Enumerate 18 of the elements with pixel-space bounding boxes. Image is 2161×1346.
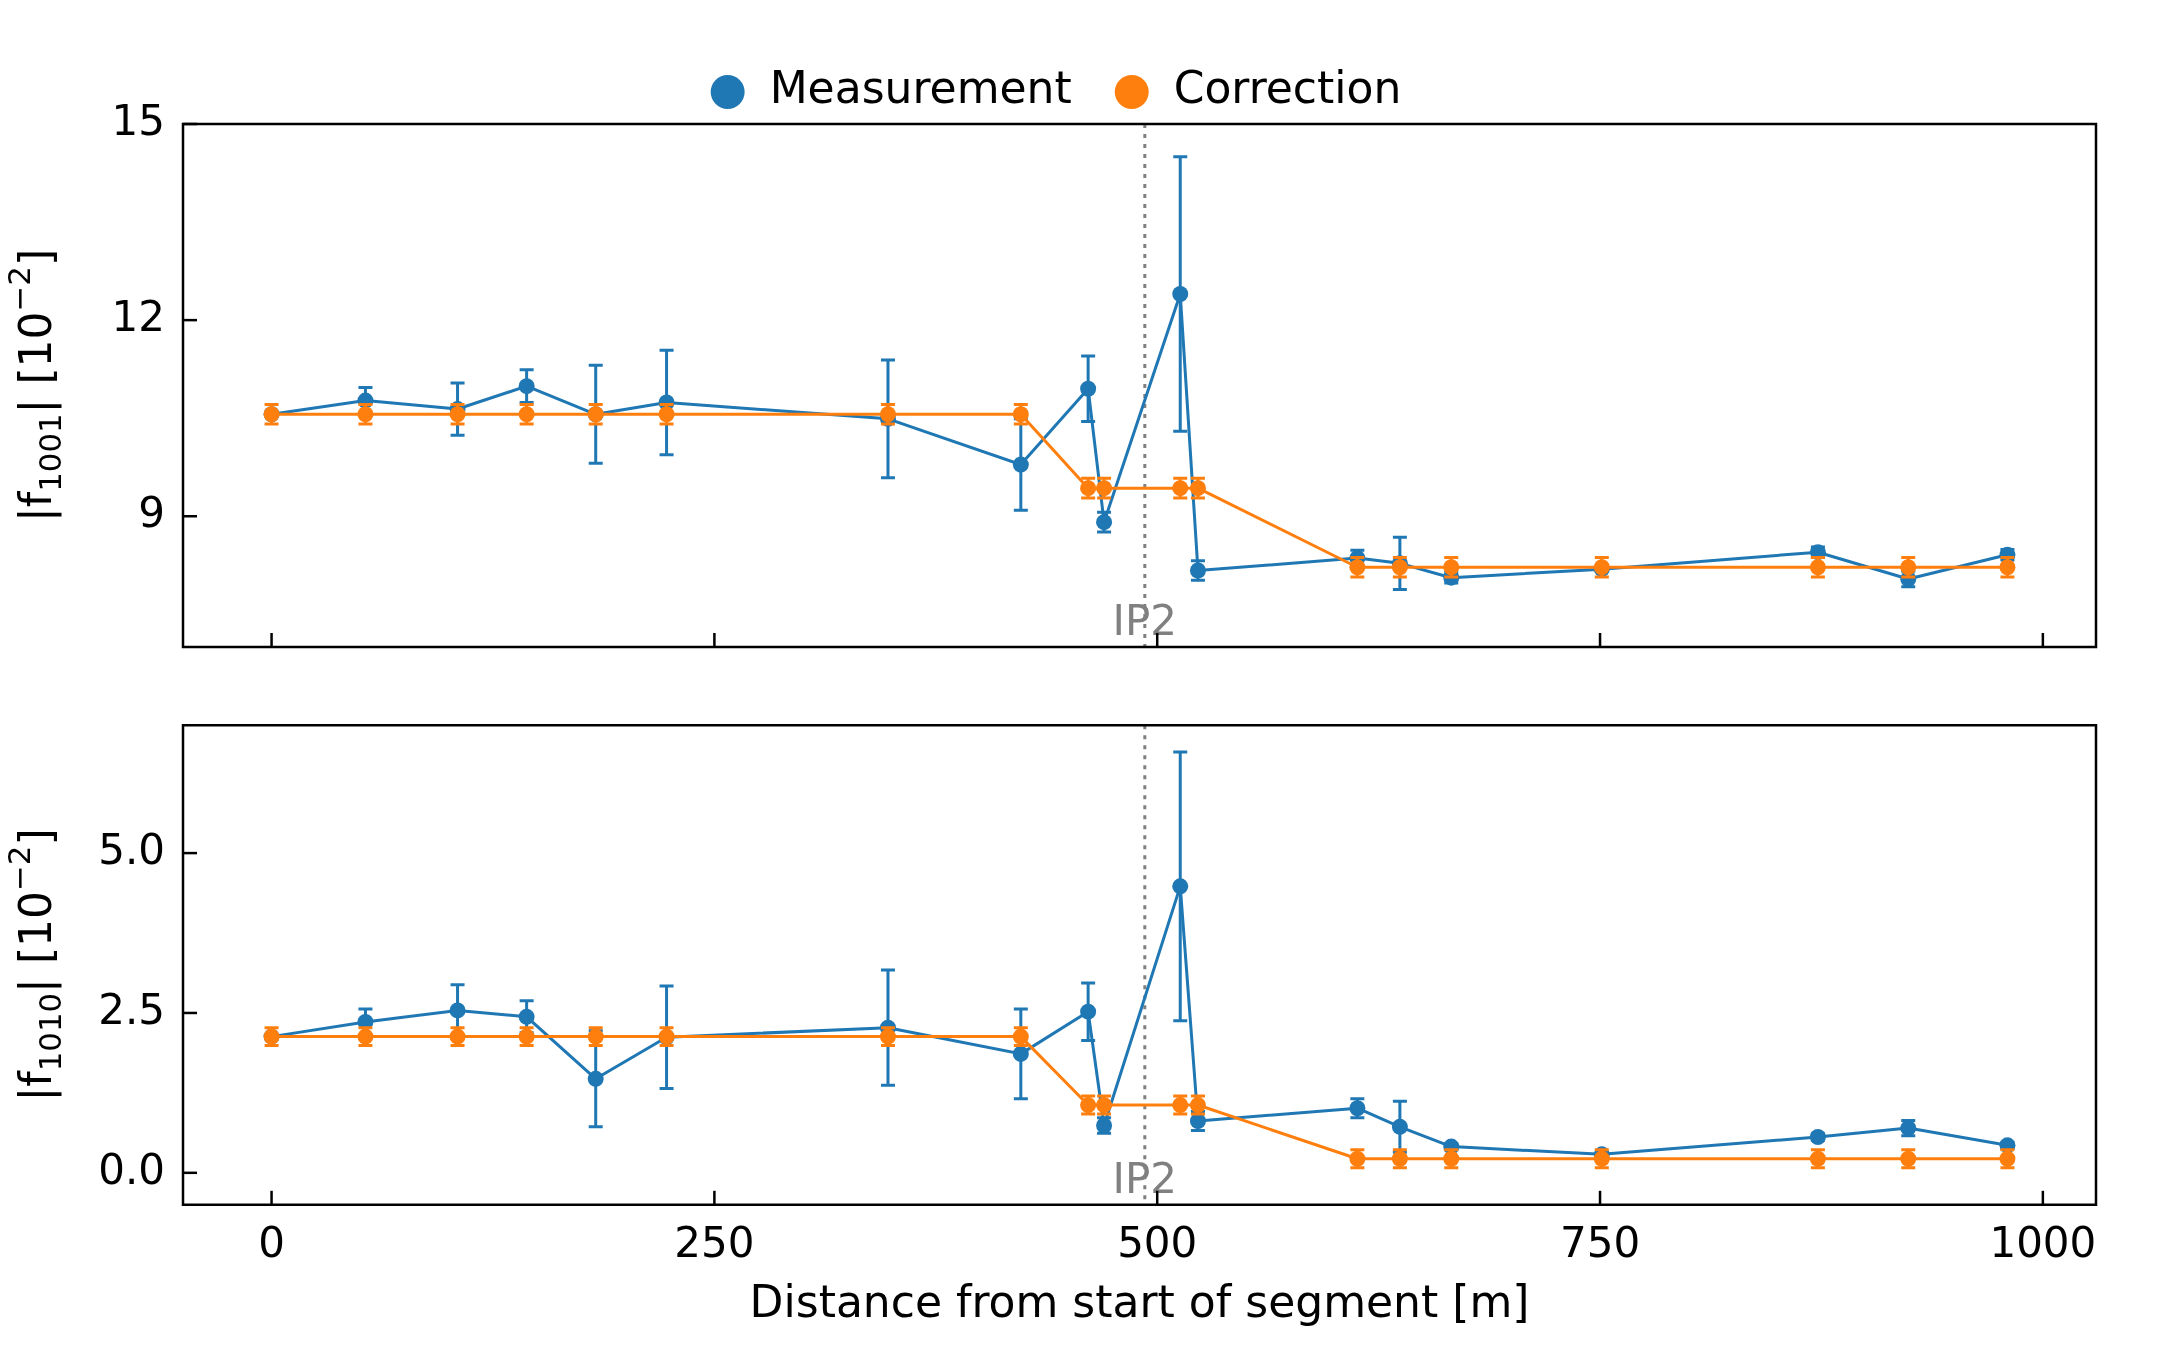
legend-label: Measurement	[769, 62, 1072, 114]
y-axis-title: |f1001| [10−2]	[1, 248, 69, 523]
y-tick-label: 5.0	[98, 825, 165, 874]
y-tick-label: 9	[138, 488, 165, 538]
y-tick-label: 2.5	[98, 984, 165, 1034]
x-tick-label: 250	[674, 1217, 755, 1267]
x-axis-title: Distance from start of segment [m]	[749, 1276, 1530, 1328]
y-tick-label: 0.0	[98, 1144, 165, 1194]
x-tick-label: 0	[258, 1217, 285, 1267]
y-tick-label: 12	[111, 292, 165, 342]
legend-label: Correction	[1173, 62, 1402, 114]
ref-line-label: IP2	[1112, 1153, 1178, 1203]
x-tick-label: 1000	[1989, 1217, 2097, 1267]
x-tick-label: 500	[1117, 1217, 1198, 1267]
x-tick-label: 750	[1559, 1217, 1641, 1267]
ref-line-label: IP2	[1112, 595, 1178, 645]
y-axis-title: |f1010| [10−2]	[1, 828, 69, 1102]
y-tick-label: 15	[111, 95, 165, 145]
